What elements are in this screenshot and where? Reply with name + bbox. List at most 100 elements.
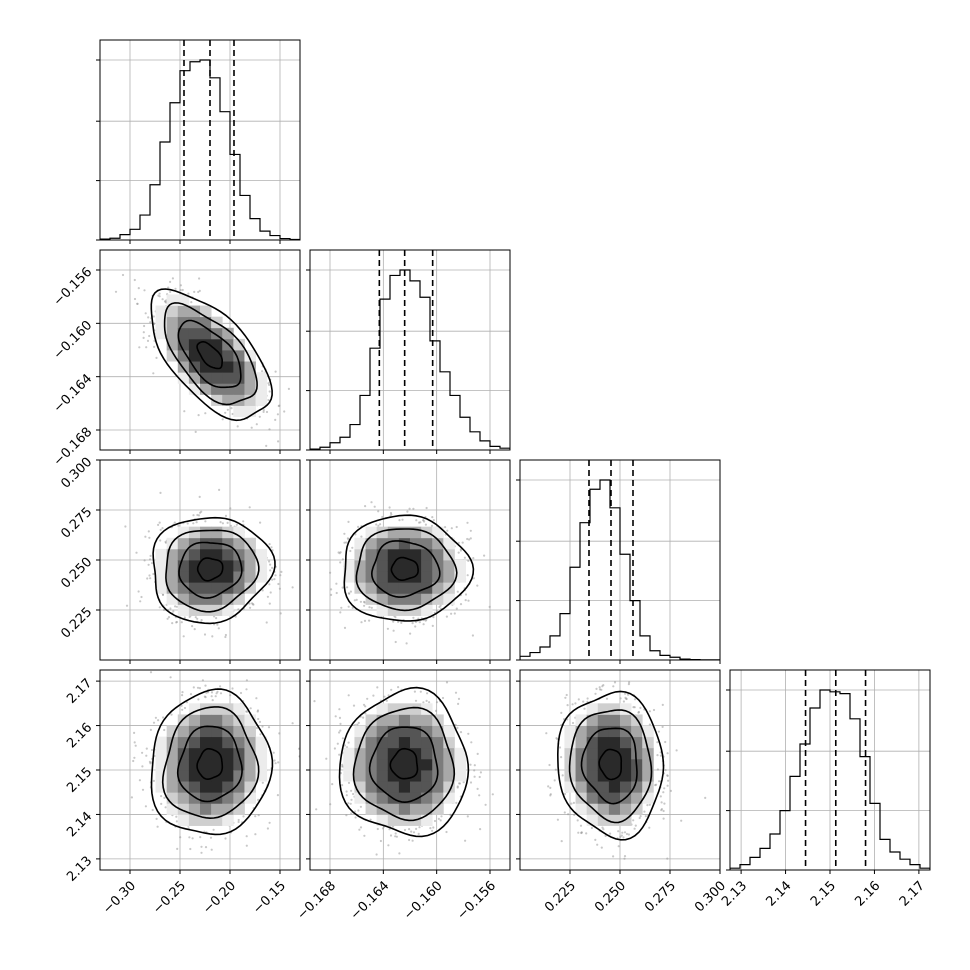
sample-point-0-2-46 — [171, 622, 174, 625]
sample-point-2-3-66 — [586, 697, 589, 700]
density-cell-2-3-8-12 — [608, 725, 621, 738]
sample-point-2-3-70 — [625, 832, 629, 836]
sample-point-1-2-122 — [370, 501, 373, 504]
sample-point-2-3-84 — [655, 783, 658, 786]
sample-point-1-2-104 — [459, 603, 463, 606]
sample-point-0-2-130 — [158, 521, 161, 524]
sample-point-0-1-104 — [153, 345, 156, 348]
sample-point-1-2-121 — [348, 592, 351, 595]
sample-point-0-3-9 — [133, 741, 136, 744]
density-cell-0-3-8-7 — [188, 781, 201, 793]
sample-point-1-3-53 — [345, 814, 348, 817]
sample-point-0-3-35 — [239, 662, 241, 664]
sample-point-0-3-11 — [255, 697, 258, 700]
sample-point-0-2-72 — [203, 633, 207, 636]
density-cell-0-1-11-7 — [222, 361, 234, 373]
sample-point-1-3-1 — [338, 731, 341, 734]
sample-point-0-2-103 — [169, 607, 172, 610]
density-cell-1-3-12-9 — [443, 758, 455, 771]
density-cell-0-1-8-10 — [188, 327, 201, 340]
density-cell-1-2-7-4 — [387, 604, 400, 616]
sample-point-0-1-40 — [142, 331, 145, 334]
sample-point-0-3-80 — [149, 728, 152, 732]
sample-point-0-3-117 — [272, 751, 275, 754]
density-cell-1-3-7-4 — [387, 814, 400, 826]
sample-point-0-2-81 — [152, 572, 155, 576]
density-cell-0-3-9-9 — [200, 758, 212, 771]
sample-point-0-1-99 — [158, 292, 161, 295]
histogram-frame-1 — [309, 249, 511, 451]
sample-point-1-3-67 — [441, 696, 445, 700]
sample-point-1-2-14 — [455, 525, 458, 529]
sample-point-0-3-127 — [267, 726, 271, 729]
sample-point-0-3-47 — [268, 821, 271, 824]
sample-point-1-3-109 — [313, 700, 316, 703]
sample-point-2-3-137 — [638, 816, 641, 820]
sample-point-2-3-154 — [634, 824, 637, 827]
contour-line-0-3-1 — [161, 706, 260, 820]
sample-point-0-3-24 — [156, 825, 159, 828]
sample-point-2-3-58 — [601, 685, 604, 688]
sample-point-1-3-98 — [333, 747, 336, 750]
density-cell-0-1-6-11 — [166, 316, 179, 329]
density-cell-1-3-5-12 — [365, 725, 378, 738]
sample-point-0-3-72 — [181, 691, 184, 694]
sample-point-0-3-71 — [200, 851, 203, 854]
density-cell-0-3-13-8 — [244, 770, 256, 782]
sample-point-1-2-34 — [341, 558, 344, 561]
density-cell-0-1-7-6 — [177, 372, 190, 384]
density-cells-2-3 — [564, 703, 654, 826]
sample-point-0-3-151 — [133, 756, 136, 759]
density-cell-1-3-10-10 — [421, 747, 433, 760]
sample-point-0-3-96 — [175, 815, 178, 818]
sample-point-0-2-131 — [137, 590, 140, 593]
density-cell-2-3-5-8 — [575, 770, 588, 782]
sample-point-1-3-141 — [351, 656, 353, 658]
density-cell-2-3-11-9 — [642, 758, 654, 771]
sample-point-0-2-129 — [266, 595, 269, 598]
density-cell-0-3-8-9 — [188, 758, 201, 771]
sample-point-1-3-129 — [338, 716, 342, 720]
sample-point-1-3-112 — [476, 787, 479, 791]
density-cell-0-1-10-7 — [211, 361, 223, 373]
sample-point-0-2-80 — [192, 522, 195, 525]
sample-point-0-3-140 — [199, 836, 202, 839]
sample-point-2-3-3 — [662, 791, 665, 794]
density-cell-0-3-14-9 — [255, 758, 268, 771]
sample-point-2-3-157 — [660, 809, 663, 812]
sample-point-2-3-116 — [560, 711, 563, 715]
sample-point-1-3-103 — [358, 828, 361, 831]
sample-point-0-1-124 — [138, 346, 141, 349]
sample-point-0-2-4 — [242, 520, 245, 523]
sample-point-2-3-109 — [704, 796, 707, 800]
density-cell-0-3-10-11 — [211, 736, 223, 749]
density-cell-2-3-10-6 — [631, 792, 643, 804]
density-cell-0-2-6-6 — [166, 582, 179, 594]
sample-point-0-1-127 — [158, 295, 161, 298]
density-cell-2-3-5-12 — [575, 725, 588, 738]
density-cell-1-3-5-9 — [365, 758, 378, 771]
density-cell-1-2-9-4 — [410, 604, 422, 616]
sample-point-1-2-153 — [414, 625, 417, 628]
sample-point-0-3-16 — [209, 836, 213, 839]
sample-point-0-3-123 — [258, 720, 262, 724]
sample-point-1-3-46 — [415, 827, 418, 831]
sample-point-1-3-81 — [352, 792, 355, 796]
density-cell-0-3-8-4 — [188, 814, 201, 826]
sample-point-0-1-141 — [276, 413, 279, 416]
density-cell-1-3-3-9 — [343, 758, 355, 771]
sample-point-1-3-75 — [341, 763, 344, 766]
density-cell-0-2-13-9 — [244, 548, 256, 561]
sample-point-0-2-88 — [224, 514, 228, 518]
sample-point-0-1-173 — [250, 426, 253, 429]
density-cell-0-2-12-9 — [233, 548, 245, 561]
sample-point-2-3-42 — [565, 693, 568, 697]
density-cell-2-3-8-10 — [608, 747, 621, 760]
density-cell-1-2-4-8 — [354, 560, 366, 572]
sample-point-0-3-90 — [181, 694, 184, 697]
sample-point-2-3-22 — [656, 768, 660, 771]
density-cell-0-3-5-7 — [155, 781, 168, 793]
density-cell-0-3-8-5 — [188, 803, 201, 815]
density-cell-0-3-12-7 — [233, 781, 245, 793]
density-cell-1-2-7-6 — [387, 582, 400, 594]
